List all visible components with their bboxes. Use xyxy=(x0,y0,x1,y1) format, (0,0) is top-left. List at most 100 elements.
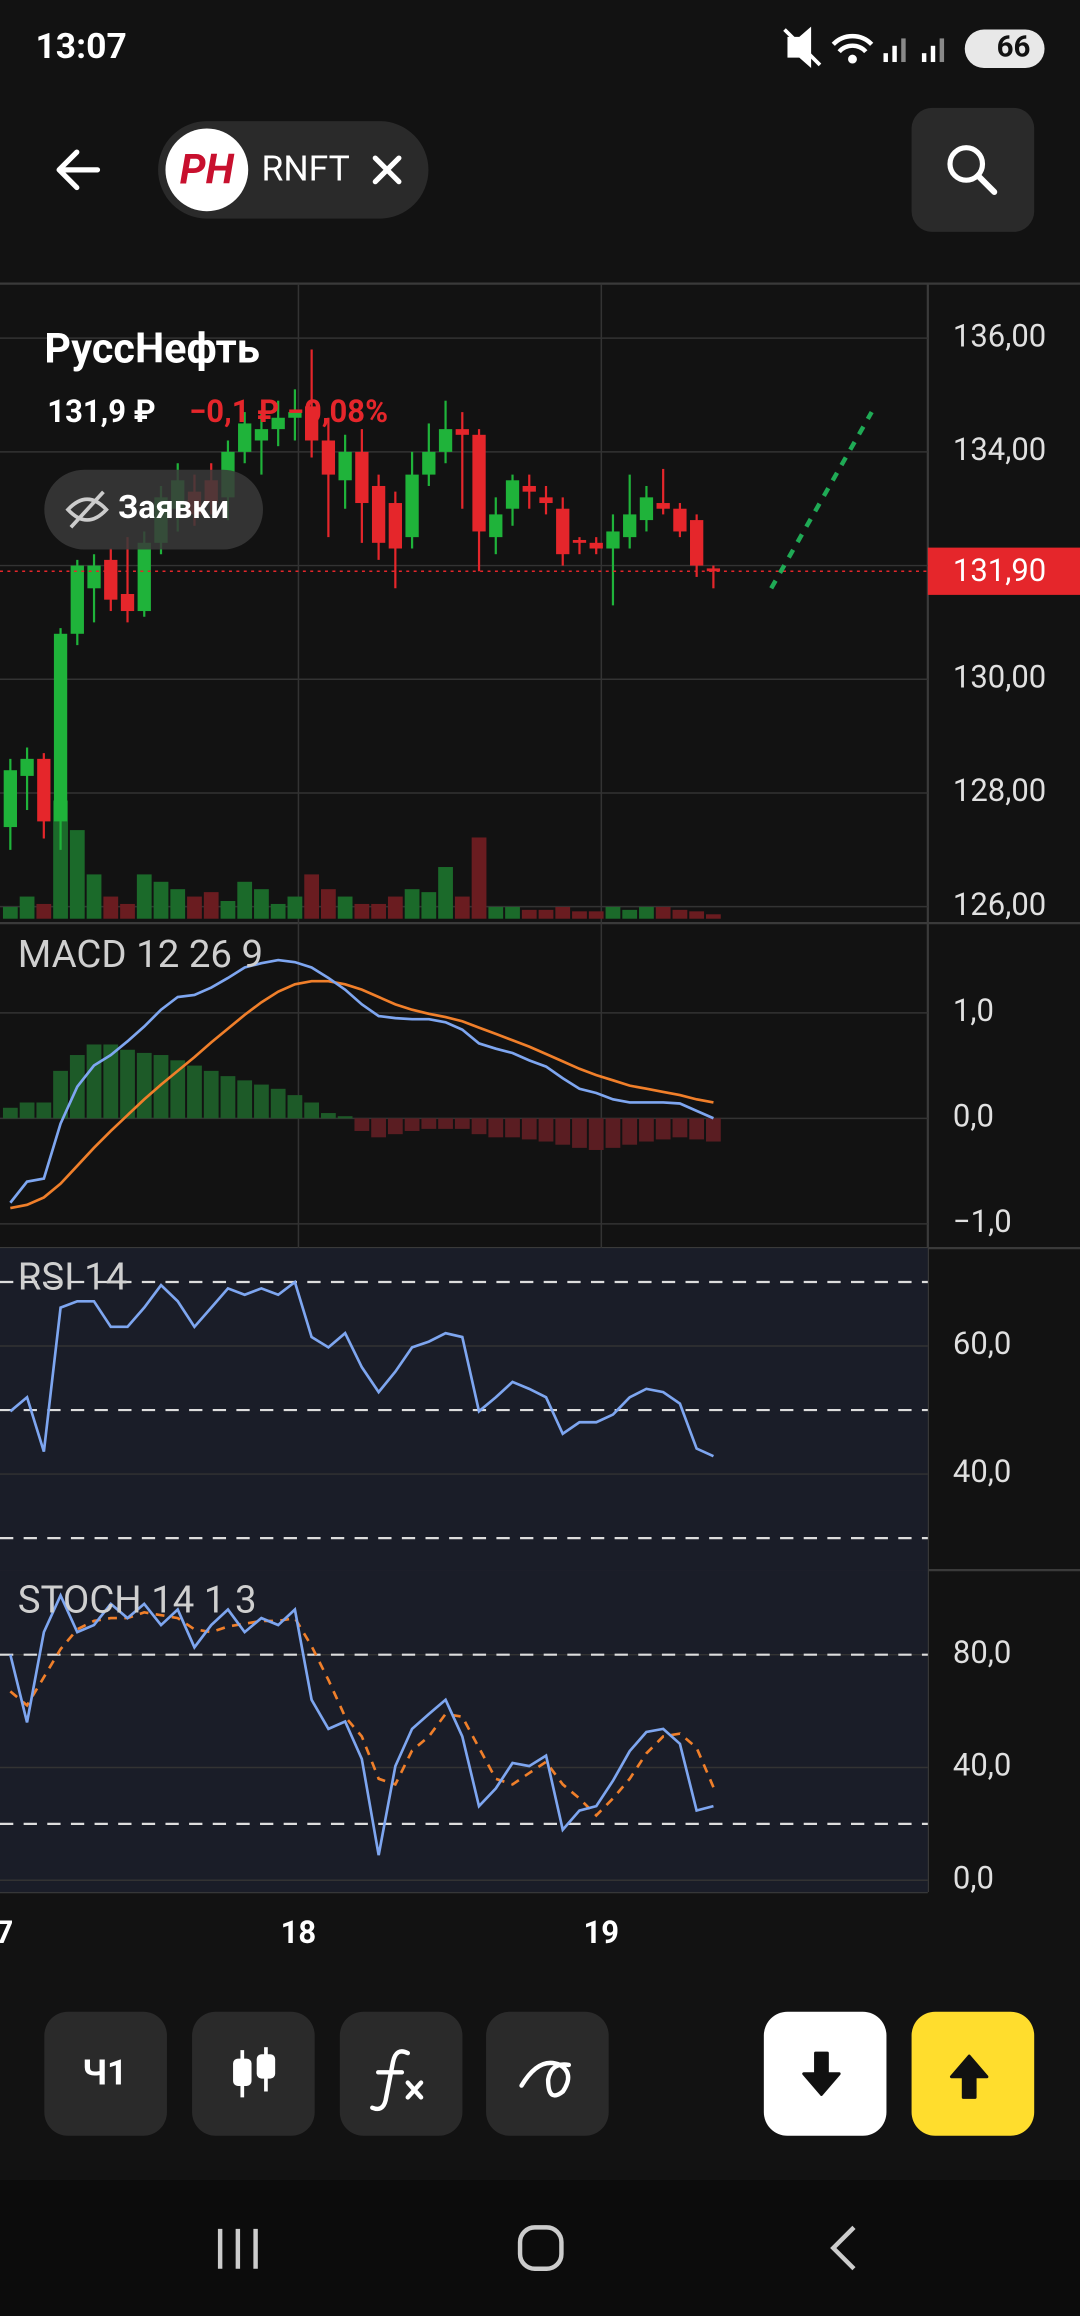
candle-body xyxy=(623,514,637,538)
histogram-bar xyxy=(120,1049,135,1119)
volume-bar xyxy=(220,900,236,919)
nav-buttons[interactable] xyxy=(217,2225,856,2271)
volume-bar xyxy=(203,892,219,919)
candle-body xyxy=(70,565,84,634)
y-tick-label: 80,0 xyxy=(953,1634,1011,1671)
volume-bar xyxy=(689,911,705,919)
volume-bar xyxy=(588,911,604,919)
histogram-bar xyxy=(321,1113,336,1119)
y-tick-label: 40,0 xyxy=(953,1453,1011,1490)
chart-type-button[interactable] xyxy=(192,2011,315,2136)
volume-bar xyxy=(672,909,688,919)
volume-bar xyxy=(354,903,370,919)
histogram-bar xyxy=(53,1070,68,1119)
candle-body xyxy=(20,758,34,776)
histogram-bar xyxy=(672,1118,688,1138)
back-button[interactable] xyxy=(56,149,101,191)
volume-bar xyxy=(287,896,303,919)
candle-body xyxy=(706,568,721,572)
histogram-bar xyxy=(622,1118,638,1145)
candle-body xyxy=(572,539,587,543)
interval-button[interactable] xyxy=(44,2011,167,2136)
histogram-bar xyxy=(337,1116,353,1119)
volume-bar xyxy=(36,903,52,919)
histogram-bar xyxy=(287,1095,303,1119)
histogram-bar xyxy=(203,1070,219,1119)
y-tick-label: 128,00 xyxy=(953,772,1046,809)
volume-bar xyxy=(53,800,68,919)
search-icon xyxy=(947,145,986,183)
candle-body xyxy=(254,429,269,441)
candle-body xyxy=(405,474,419,538)
histogram-bar xyxy=(505,1118,520,1138)
volume-bar xyxy=(488,906,504,919)
navigation-bar xyxy=(0,2180,1080,2316)
histogram-bar xyxy=(655,1118,671,1140)
sell-icon xyxy=(802,2051,841,2096)
candle-body xyxy=(606,531,620,549)
status-icons xyxy=(783,26,1045,68)
histogram-bar xyxy=(153,1055,169,1119)
volume-bar xyxy=(605,906,621,919)
histogram-bar xyxy=(454,1118,470,1129)
candle-body xyxy=(673,508,687,532)
volume-bar xyxy=(421,892,437,919)
histogram-bar xyxy=(387,1118,403,1135)
volume-bar xyxy=(438,867,453,919)
level-band xyxy=(0,1570,928,1893)
rsi-line xyxy=(9,1279,715,1458)
candle-body xyxy=(120,593,135,612)
histogram-bar xyxy=(639,1118,654,1142)
histogram-bar xyxy=(371,1118,386,1138)
candle-body xyxy=(104,559,118,600)
histogram-bar xyxy=(36,1102,52,1119)
y-tick-label: 60,0 xyxy=(953,1325,1011,1362)
volume-bar xyxy=(622,909,638,919)
y-tick-label: 1,0 xyxy=(953,992,994,1029)
candle-body xyxy=(589,542,603,549)
candle-body xyxy=(656,503,670,509)
histogram-bar xyxy=(555,1118,571,1145)
x-tick-label: 18 xyxy=(281,1914,317,1951)
search-button[interactable] xyxy=(911,107,1035,232)
volume-bar xyxy=(19,896,35,919)
stoch-k-line xyxy=(9,1592,714,1856)
candle-body xyxy=(288,412,302,418)
candle-body xyxy=(355,451,369,504)
histogram-bar xyxy=(86,1044,102,1119)
candle-body xyxy=(3,770,17,828)
candle-body xyxy=(472,434,486,532)
ticker: RNFT xyxy=(262,148,350,190)
drawing-icon xyxy=(519,2060,572,2098)
histogram-bar xyxy=(170,1060,186,1119)
remove-ticker[interactable] xyxy=(372,155,402,185)
y-tick-label: 130,00 xyxy=(953,658,1046,695)
instrument-change: −0,1 ₽ −0,08% xyxy=(189,393,388,430)
candle-body xyxy=(37,758,51,822)
volume-bar xyxy=(254,889,269,919)
volume-bar xyxy=(103,896,119,919)
volume-bar xyxy=(270,903,286,919)
histogram-bar xyxy=(521,1118,537,1140)
y-tick-label: 0,0 xyxy=(953,1098,994,1135)
y-tick-label: 126,00 xyxy=(953,886,1046,923)
indicator-title: RSI 14 xyxy=(18,1254,128,1299)
candle-body xyxy=(422,451,436,475)
volume-bar xyxy=(86,874,102,919)
histogram-bar xyxy=(438,1118,453,1129)
candle-body xyxy=(87,565,101,589)
orders-button[interactable] xyxy=(44,469,263,550)
signal-line xyxy=(10,979,714,1210)
candle-body xyxy=(438,429,453,452)
volume-bar xyxy=(170,889,186,919)
candle-body xyxy=(305,406,319,441)
x-tick-label: 7 xyxy=(0,1914,13,1951)
histogram-bar xyxy=(689,1118,705,1140)
indicator-title: STOCH 14 1 3 xyxy=(18,1578,257,1623)
histogram-bar xyxy=(136,1052,152,1119)
histogram-bar xyxy=(706,1118,721,1142)
volume-bar xyxy=(153,881,169,919)
histogram-bar xyxy=(488,1118,504,1138)
